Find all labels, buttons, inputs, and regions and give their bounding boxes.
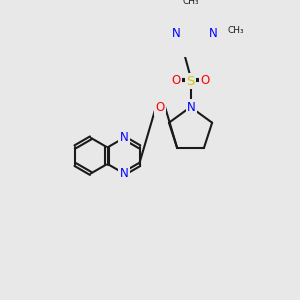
Text: N: N <box>120 167 128 180</box>
Text: O: O <box>155 101 164 114</box>
Text: N: N <box>187 100 196 113</box>
Text: S: S <box>186 75 195 88</box>
Text: O: O <box>171 74 181 87</box>
Text: CH₃: CH₃ <box>228 26 244 35</box>
Text: N: N <box>209 27 218 40</box>
Text: O: O <box>200 74 210 87</box>
Text: CH₃: CH₃ <box>182 0 199 7</box>
Text: N: N <box>120 131 128 144</box>
Text: N: N <box>172 27 180 40</box>
